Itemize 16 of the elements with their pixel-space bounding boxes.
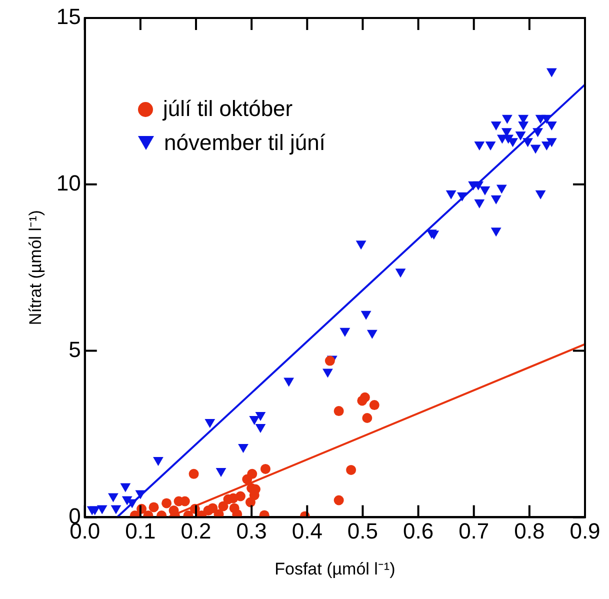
x-tick-label: 0.6 [402, 518, 434, 544]
x-tick-label: 0.5 [347, 518, 378, 544]
x-tick-label: 0.2 [180, 518, 212, 544]
x-tick-label: 0.1 [125, 518, 156, 544]
legend-label: nóvember til júní [164, 129, 326, 157]
x-tick-label: 0.7 [458, 518, 490, 544]
x-axis-title: Fosfat (µmól l⁻¹) [274, 559, 396, 578]
legend-label: júlí til október [163, 95, 293, 123]
y-axis-title: Nítrat (µmól l⁻¹) [26, 210, 45, 326]
x-tick-label: 0.3 [236, 518, 267, 544]
x-tick-label: 0.8 [514, 518, 545, 544]
y-tick-label: 15 [56, 4, 81, 30]
y-tick-label: 5 [68, 336, 81, 362]
x-tick-label: 0.4 [292, 518, 322, 544]
x-tick-label: 0.9 [570, 518, 600, 544]
y-tick-label: 10 [56, 170, 81, 196]
